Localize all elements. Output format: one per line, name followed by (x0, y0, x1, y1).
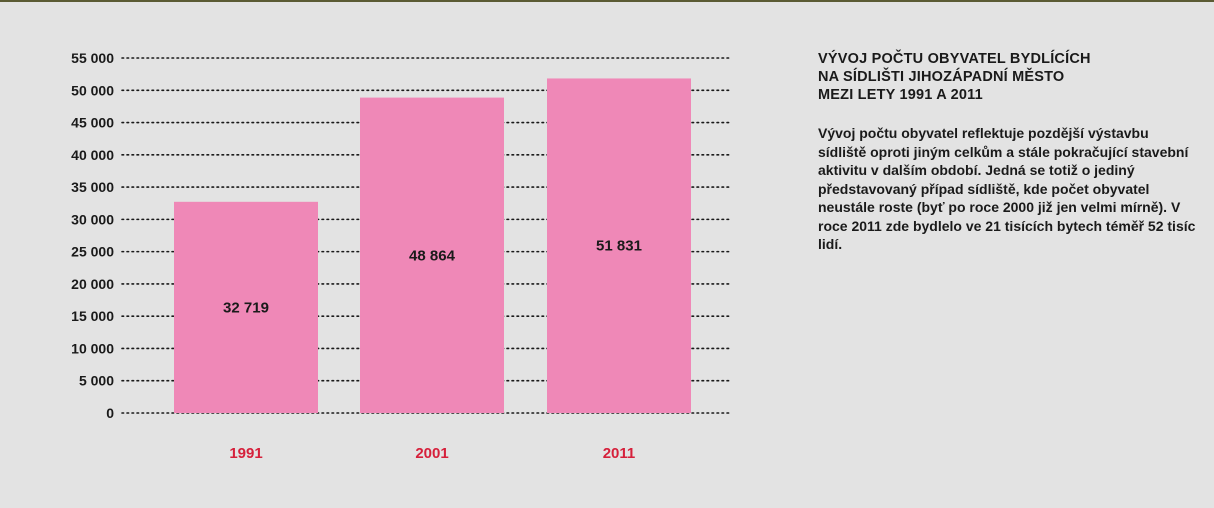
chart-title-line-1: VÝVOJ POČTU OBYVATEL BYDLÍCÍCH (818, 51, 1091, 67)
y-tick-label: 25 000 (71, 244, 114, 260)
y-tick-label: 35 000 (71, 179, 114, 195)
y-tick-label: 10 000 (71, 340, 114, 356)
y-tick-label: 45 000 (71, 115, 114, 131)
y-tick-label: 20 000 (71, 276, 114, 292)
y-tick-label: 50 000 (71, 82, 114, 98)
chart-description: Vývoj počtu obyvatel reflektuje pozdější… (818, 125, 1196, 252)
y-tick-label: 40 000 (71, 147, 114, 163)
y-tick-label: 30 000 (71, 211, 114, 227)
chart-title-line-2: NA SÍDLIŠTI JIHOZÁPADNÍ MĚSTO (818, 69, 1065, 85)
bar-2001 (360, 97, 504, 413)
bar-2011 (547, 78, 691, 413)
bar-value-label: 32 719 (223, 299, 269, 316)
chart-title-line-3: MEZI LETY 1991 A 2011 (818, 87, 983, 103)
y-tick-label: 0 (106, 405, 114, 421)
y-tick-label: 55 000 (71, 50, 114, 66)
chart-description-panel: VÝVOJ POČTU OBYVATEL BYDLÍCÍCH NA SÍDLIŠ… (818, 50, 1198, 254)
bar-1991 (174, 201, 318, 413)
top-rule (0, 0, 1214, 2)
bar-chart: 0 5 000 10 000 15 000 20 000 25 000 30 000 35 0… (71, 50, 731, 462)
x-tick-label: 1991 (229, 445, 262, 462)
bar-value-label: 51 831 (596, 238, 642, 255)
y-tick-label: 15 000 (71, 308, 114, 324)
chart-title: VÝVOJ POČTU OBYVATEL BYDLÍCÍCH NA SÍDLIŠ… (818, 50, 1198, 104)
y-tick-label: 5 000 (79, 373, 114, 389)
x-tick-label: 2001 (415, 445, 448, 462)
x-tick-label: 2011 (603, 445, 636, 462)
bar-value-label: 48 864 (409, 247, 456, 264)
